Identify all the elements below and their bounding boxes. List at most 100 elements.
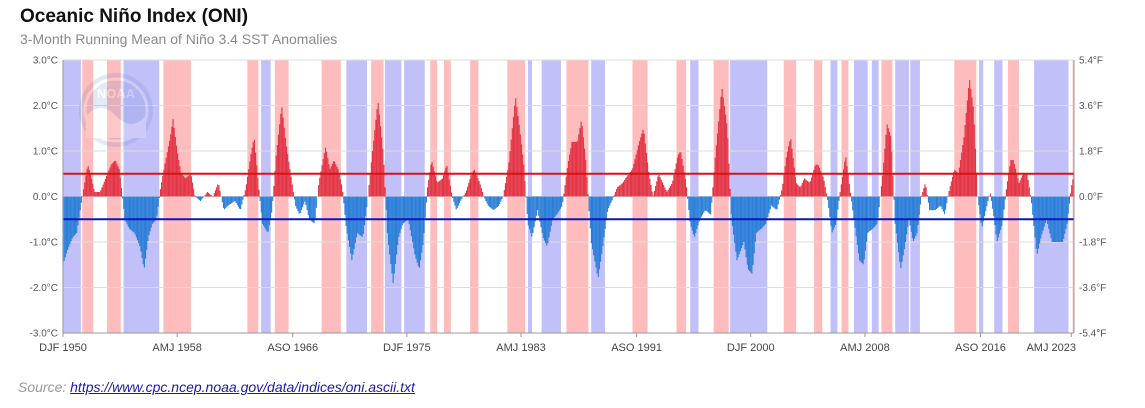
oni-bar xyxy=(193,188,195,197)
oni-bar xyxy=(314,196,316,220)
oni-bar xyxy=(1032,196,1034,215)
oni-bar xyxy=(535,196,537,216)
oni-bar xyxy=(1026,173,1028,197)
oni-bar xyxy=(146,196,148,250)
oni-bar xyxy=(1063,196,1065,239)
oni-bar xyxy=(324,147,327,197)
oni-bar xyxy=(414,196,416,255)
oni-bar xyxy=(582,137,584,197)
oni-bar xyxy=(730,196,732,215)
oni-bar xyxy=(987,196,989,202)
oni-bar xyxy=(825,193,827,197)
oni-bar xyxy=(629,171,631,197)
oni-bar xyxy=(656,181,658,197)
oni-bar xyxy=(274,170,276,197)
oni-bar xyxy=(86,168,88,197)
oni-bar xyxy=(942,196,944,212)
oni-bar xyxy=(240,196,242,210)
oni-bar xyxy=(880,186,883,197)
oni-bar xyxy=(735,196,737,252)
oni-bar xyxy=(771,196,774,207)
oni-bar xyxy=(493,196,495,210)
oni-bar xyxy=(368,185,370,197)
oni-bar xyxy=(773,196,775,208)
oni-bar xyxy=(885,134,887,197)
oni-bar xyxy=(747,196,750,270)
oni-bar xyxy=(295,196,297,207)
oni-bar xyxy=(653,190,656,197)
source-link[interactable]: https://www.cpc.ncep.noaa.gov/data/indic… xyxy=(70,379,415,395)
oni-bar xyxy=(779,194,782,197)
oni-bar xyxy=(757,196,759,232)
oni-bar xyxy=(627,174,629,197)
oni-bar xyxy=(862,196,864,265)
oni-bar xyxy=(1044,196,1046,224)
oni-bar xyxy=(420,196,422,261)
oni-bar xyxy=(208,192,210,197)
oni-bars xyxy=(62,79,1075,283)
oni-bar xyxy=(898,196,900,253)
oni-bar xyxy=(782,183,784,197)
oni-bar xyxy=(877,196,879,218)
oni-bar xyxy=(644,143,646,197)
oni-bar xyxy=(909,196,911,226)
oni-bar xyxy=(265,196,267,230)
oni-bar xyxy=(463,194,465,197)
oni-bar xyxy=(407,196,409,220)
oni-bar xyxy=(438,181,440,197)
oni-bar xyxy=(93,188,95,197)
oni-bar xyxy=(154,196,156,222)
oni-bar xyxy=(681,158,683,197)
oni-bar xyxy=(520,144,523,197)
oni-bar xyxy=(871,196,873,230)
oni-bar xyxy=(956,172,958,197)
oni-bar xyxy=(838,196,840,201)
oni-bar xyxy=(784,166,786,197)
oni-bar xyxy=(308,196,311,220)
oni-bar xyxy=(510,139,512,197)
oni-bar xyxy=(966,100,968,197)
oni-bar xyxy=(675,163,677,197)
x-tick-label: ASO 1991 xyxy=(611,342,662,354)
oni-bar xyxy=(1033,196,1035,227)
oni-bar xyxy=(177,153,179,197)
oni-bar xyxy=(363,196,366,226)
oni-bar xyxy=(406,196,408,221)
oni-bar xyxy=(833,196,836,228)
oni-bar xyxy=(901,196,903,262)
oni-bar xyxy=(340,184,343,197)
oni-bar xyxy=(691,196,693,231)
oni-bar xyxy=(664,187,666,197)
oni-bar xyxy=(695,196,697,233)
oni-bar xyxy=(241,196,243,205)
oni-bar xyxy=(872,196,874,229)
oni-bar xyxy=(640,137,642,197)
oni-bar xyxy=(708,196,711,214)
oni-bar xyxy=(722,97,724,197)
oni-bar xyxy=(1041,196,1043,235)
oni-bar xyxy=(217,184,219,197)
oni-bar xyxy=(322,158,324,197)
oni-bar xyxy=(751,196,753,274)
oni-bar xyxy=(275,155,277,197)
oni-bar xyxy=(187,176,189,197)
oni-bar xyxy=(597,196,599,277)
oni-bar xyxy=(65,196,68,254)
oni-bar xyxy=(498,196,500,206)
oni-bar xyxy=(63,196,65,261)
oni-bar xyxy=(94,191,96,197)
oni-bar xyxy=(276,145,278,197)
oni-bar xyxy=(980,196,982,224)
oni-bar xyxy=(1024,173,1026,197)
oni-bar xyxy=(841,176,844,197)
oni-bar xyxy=(612,196,614,198)
oni-bar xyxy=(1010,160,1012,197)
oni-bar xyxy=(720,97,722,197)
oni-bar xyxy=(990,196,993,202)
oni-bar xyxy=(256,165,258,197)
oni-bar xyxy=(421,196,423,253)
oni-bar xyxy=(383,164,385,197)
oni-bar xyxy=(164,163,166,197)
oni-bar xyxy=(973,124,975,197)
oni-bar xyxy=(269,196,272,219)
